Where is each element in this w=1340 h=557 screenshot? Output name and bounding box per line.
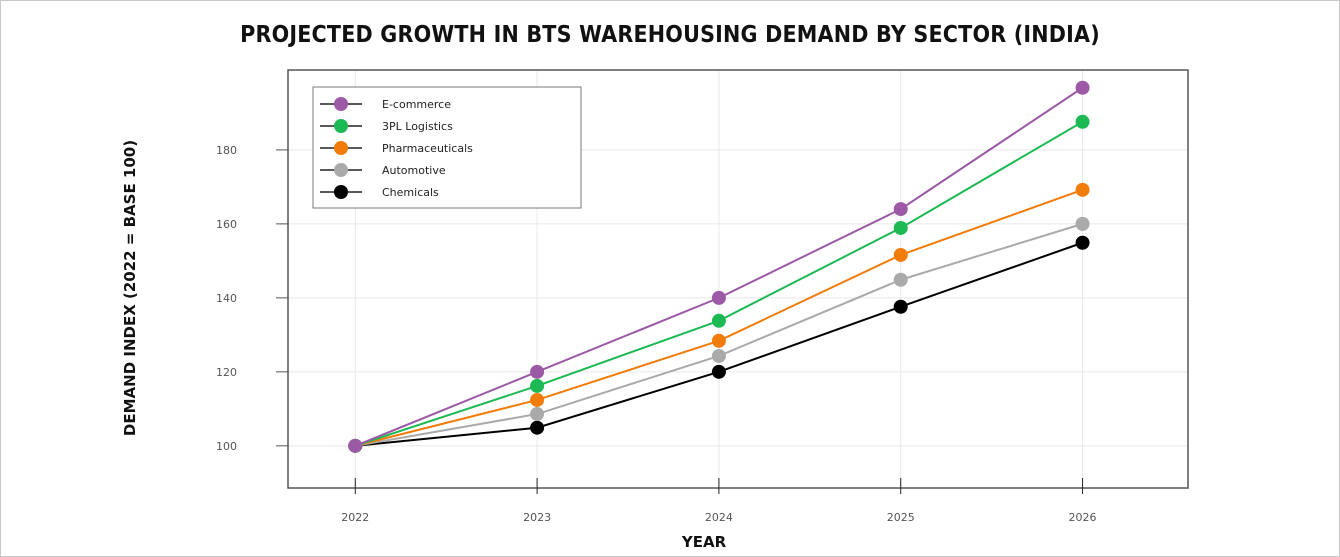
x-axis-ticks: 2022 2023 2024 2025 2026 bbox=[341, 478, 1097, 524]
data-point bbox=[1075, 80, 1090, 95]
y-axis-title: DEMAND INDEX (2022 = BASE 100) bbox=[121, 140, 139, 436]
x-tick-label: 2022 bbox=[341, 511, 369, 524]
data-point bbox=[711, 348, 726, 363]
data-point bbox=[711, 313, 726, 328]
legend-item: Pharmaceuticals bbox=[320, 141, 473, 155]
y-axis-ticks: 100 120 140 160 180 bbox=[216, 144, 288, 453]
data-point bbox=[893, 299, 908, 314]
legend-label: E-commerce bbox=[382, 98, 451, 111]
data-point bbox=[348, 438, 363, 453]
legend-label: 3PL Logistics bbox=[382, 120, 453, 133]
data-point bbox=[530, 407, 545, 422]
x-tick-label: 2023 bbox=[523, 511, 551, 524]
data-point bbox=[893, 202, 908, 217]
legend-item: Chemicals bbox=[320, 185, 439, 199]
legend-label: Chemicals bbox=[382, 186, 439, 199]
x-tick-label: 2026 bbox=[1069, 511, 1097, 524]
plot-area-border bbox=[287, 69, 1189, 489]
data-point bbox=[893, 272, 908, 287]
legend-label: Automotive bbox=[382, 164, 446, 177]
legend-item: 3PL Logistics bbox=[320, 119, 453, 133]
legend-item: Automotive bbox=[320, 163, 446, 177]
data-point bbox=[1075, 216, 1090, 231]
y-tick-label: 120 bbox=[216, 366, 237, 379]
data-point bbox=[1075, 182, 1090, 197]
data-point bbox=[530, 392, 545, 407]
x-tick-label: 2025 bbox=[887, 511, 915, 524]
legend-item: E-commerce bbox=[320, 97, 451, 111]
x-tick-label: 2024 bbox=[705, 511, 733, 524]
legend-marker bbox=[334, 141, 348, 155]
legend: E-commerce 3PL Logistics Pharmaceuticals Au… bbox=[312, 86, 582, 209]
chart-title: PROJECTED GROWTH IN BTS WAREHOUSING DEMA… bbox=[240, 22, 1100, 48]
legend-marker bbox=[334, 185, 348, 199]
series-e-commerce bbox=[348, 80, 1090, 453]
legend-marker bbox=[334, 119, 348, 133]
legend-marker bbox=[334, 97, 348, 111]
data-point bbox=[893, 247, 908, 262]
data-point bbox=[893, 220, 908, 235]
y-tick-label: 160 bbox=[216, 218, 237, 231]
y-tick-label: 180 bbox=[216, 144, 237, 157]
series-chemicals bbox=[348, 235, 1090, 453]
data-point bbox=[1075, 235, 1090, 250]
y-tick-label: 100 bbox=[216, 440, 237, 453]
data-point bbox=[530, 378, 545, 393]
data-point bbox=[530, 364, 545, 379]
legend-label: Pharmaceuticals bbox=[382, 142, 473, 155]
legend-marker bbox=[334, 163, 348, 177]
data-point bbox=[530, 420, 545, 435]
series-group bbox=[348, 80, 1090, 453]
x-axis-title: YEAR bbox=[681, 533, 727, 551]
data-point bbox=[711, 333, 726, 348]
data-point bbox=[1075, 114, 1090, 129]
y-tick-label: 140 bbox=[216, 292, 237, 305]
data-point bbox=[711, 290, 726, 305]
data-point bbox=[711, 364, 726, 379]
